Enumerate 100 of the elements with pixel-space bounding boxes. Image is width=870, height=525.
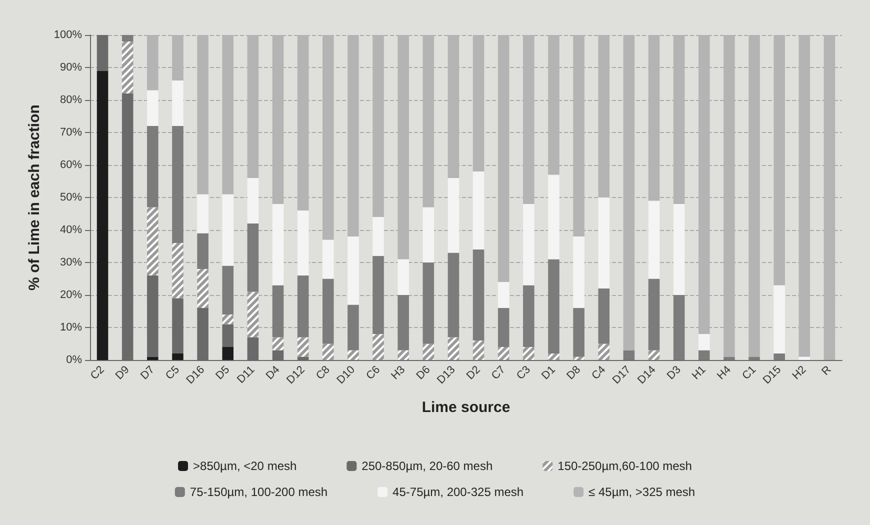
y-axis-title: % of Lime in each fraction (26, 104, 43, 290)
x-tick-label: D14 (636, 364, 658, 386)
x-tick-label: D5 (214, 364, 232, 382)
bar (448, 252, 460, 338)
bar (297, 276, 309, 338)
bar (348, 236, 359, 305)
bar (472, 172, 484, 250)
legend-label: 75-150µm, 100-200 mesh (190, 485, 328, 499)
bar (523, 285, 534, 347)
x-tick-label: D1 (540, 364, 558, 382)
y-tick-label: 30% (60, 256, 82, 268)
bar (673, 295, 685, 360)
bar (573, 308, 584, 357)
bar (598, 288, 610, 344)
y-tick-label: 40% (60, 224, 82, 236)
x-axis-title: Lime source (422, 399, 510, 416)
bar (322, 240, 334, 279)
x-tick-label: D3 (664, 364, 684, 382)
bar (422, 207, 434, 262)
bar (548, 259, 560, 354)
x-tick-label: D15 (760, 364, 784, 386)
bar (247, 224, 259, 292)
bar (648, 278, 660, 350)
bar (272, 204, 284, 286)
bar (172, 354, 184, 360)
bar (172, 80, 184, 126)
x-tick-label: D11 (235, 364, 258, 386)
bar (372, 217, 384, 256)
bar (548, 174, 560, 260)
bar (498, 308, 510, 347)
y-tick-label: 90% (60, 62, 82, 74)
bar (748, 356, 760, 360)
x-tick-label: C2 (88, 364, 107, 382)
x-tick-label: C1 (740, 364, 759, 382)
bar (147, 356, 158, 360)
bar (774, 354, 785, 360)
y-tick-label: 10% (60, 322, 82, 334)
bar (598, 198, 610, 288)
bar (724, 356, 735, 360)
x-tick-label: D13 (434, 364, 458, 386)
bar (222, 347, 234, 360)
bar (448, 178, 460, 253)
bar (197, 194, 208, 234)
bar (523, 204, 534, 286)
y-tick-label: 20% (60, 289, 82, 301)
y-tick-label: 60% (60, 159, 82, 171)
x-tick-label: C5 (164, 364, 182, 382)
y-tick-label: 80% (60, 94, 82, 106)
x-tick-label: D4 (264, 364, 282, 382)
x-tick-label: H2 (790, 364, 809, 382)
bar (272, 285, 284, 338)
bar (422, 262, 434, 344)
bar (247, 178, 259, 224)
bar (147, 126, 158, 208)
x-tick-label: D10 (334, 364, 358, 386)
x-tick-label: D7 (138, 364, 157, 382)
bar (172, 126, 184, 243)
bar (348, 304, 359, 350)
bar (122, 35, 134, 42)
x-tick-label: D6 (414, 364, 433, 382)
legend-label: >850µm, <20 mesh (193, 459, 297, 473)
bar (798, 356, 810, 360)
bar (197, 233, 208, 269)
x-tick-label: C7 (489, 364, 508, 382)
x-tick-label: D12 (284, 364, 308, 386)
bar (673, 204, 685, 295)
bar (297, 210, 309, 276)
bar (573, 236, 584, 308)
bar (147, 276, 158, 357)
y-tick-label: 70% (60, 126, 82, 138)
x-tick-label: D2 (464, 364, 483, 382)
legend-label: ≤ 45µm, >325 mesh (588, 485, 696, 499)
bar (698, 350, 710, 360)
bar (222, 194, 234, 266)
y-tick-label: 100% (54, 29, 82, 41)
x-tick-label: D9 (113, 364, 132, 382)
x-tick-label: H3 (389, 364, 408, 382)
x-tick-label: H4 (715, 364, 734, 382)
bar (774, 285, 785, 354)
bar (322, 278, 334, 344)
y-tick-label: 0% (66, 354, 82, 366)
bar (222, 266, 234, 314)
y-tick-label: 50% (60, 192, 82, 204)
bar (698, 334, 710, 350)
x-tick-label: C8 (314, 364, 332, 382)
legend-label: 45-75µm, 200-325 mesh (392, 485, 524, 499)
bar (623, 350, 635, 360)
x-tick-label: R (820, 364, 834, 378)
bar (172, 298, 184, 354)
x-tick-label: C3 (514, 364, 533, 382)
legend-label: 150-250µm,60-100 mesh (558, 459, 692, 473)
bar (472, 250, 484, 340)
bar (147, 90, 158, 126)
x-tick-label: C4 (590, 364, 608, 382)
bar (96, 35, 108, 71)
x-tick-label: H1 (690, 364, 708, 382)
bar (498, 282, 510, 308)
x-tick-label: D16 (184, 364, 208, 386)
bar (96, 70, 108, 360)
bar (398, 259, 409, 295)
